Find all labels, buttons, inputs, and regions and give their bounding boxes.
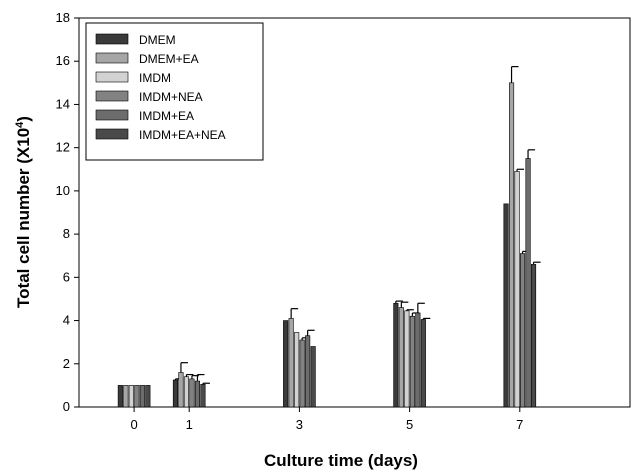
- legend-swatch: [95, 52, 129, 64]
- bar: [123, 385, 129, 408]
- legend-label: IMDM+EA: [139, 109, 194, 123]
- y-tick-label: 0: [63, 399, 70, 414]
- y-tick-label: 16: [56, 53, 70, 68]
- bar: [183, 376, 189, 408]
- legend-label: DMEM: [139, 33, 176, 47]
- x-axis-title: Culture time (days): [264, 451, 418, 470]
- bar: [200, 384, 206, 408]
- bar: [409, 315, 415, 408]
- bar: [503, 203, 509, 408]
- y-tick-label: 6: [63, 269, 70, 284]
- y-tick-label: 12: [56, 140, 70, 155]
- bars-layer: [117, 66, 541, 408]
- bar: [525, 158, 531, 408]
- legend-label: IMDM: [139, 71, 171, 85]
- x-tick-label: 1: [186, 417, 193, 432]
- bar: [530, 264, 537, 408]
- bar: [310, 346, 316, 408]
- x-tick-label: 0: [130, 417, 137, 432]
- legend-swatch: [95, 109, 129, 121]
- bar: [404, 310, 410, 408]
- legend-swatch: [95, 90, 129, 102]
- legend: DMEM DMEM+EA IMDM IMDM+NEA IMDM+EA IMDM+EA+NE…: [85, 22, 264, 161]
- legend-label: DMEM+EA: [139, 52, 199, 66]
- bar: [288, 318, 294, 408]
- bar: [172, 379, 178, 408]
- x-tick-label: 5: [406, 417, 413, 432]
- bar: [420, 319, 426, 408]
- y-axis-title: Total cell number (X104): [14, 116, 33, 308]
- bar: [145, 385, 151, 408]
- bar: [393, 302, 399, 408]
- plot-frame: [78, 17, 631, 408]
- y-tick-label: 8: [63, 226, 70, 241]
- y-tick-label: 2: [63, 356, 70, 371]
- bar: [299, 339, 305, 408]
- legend-swatch: [95, 128, 129, 140]
- legend-swatch: [95, 33, 129, 45]
- legend-swatch: [95, 71, 129, 83]
- bar: [139, 385, 145, 408]
- plot-area: 0 2 4 6 8 10 12 14 16 18 0 1 3 5 7: [56, 10, 631, 432]
- bar: [134, 385, 140, 408]
- bar: [508, 82, 515, 408]
- bar: [514, 171, 520, 408]
- y-axis-title-close: ): [14, 116, 33, 122]
- bar: [305, 335, 311, 408]
- y-tick-label: 18: [56, 10, 70, 25]
- y-tick-label: 10: [56, 183, 70, 198]
- legend-label: IMDM+NEA: [139, 90, 203, 104]
- x-tick-label: 7: [516, 417, 523, 432]
- bar: [519, 253, 526, 408]
- legend-label: IMDM+EA+NEA: [139, 128, 226, 142]
- x-tick-label: 3: [296, 417, 303, 432]
- y-tick-label: 4: [63, 313, 70, 328]
- bar: [398, 307, 404, 408]
- bar: [294, 332, 300, 408]
- bar: [117, 385, 123, 408]
- bar: [189, 378, 195, 408]
- y-axis-title-sup: 4: [14, 121, 26, 128]
- bar: [194, 380, 200, 408]
- bar: [415, 312, 421, 408]
- bar: [178, 372, 184, 408]
- y-axis-title-base: Total cell number (X10: [14, 128, 33, 308]
- bar: [283, 320, 289, 408]
- bar: [128, 385, 134, 408]
- y-tick-label: 14: [56, 96, 70, 111]
